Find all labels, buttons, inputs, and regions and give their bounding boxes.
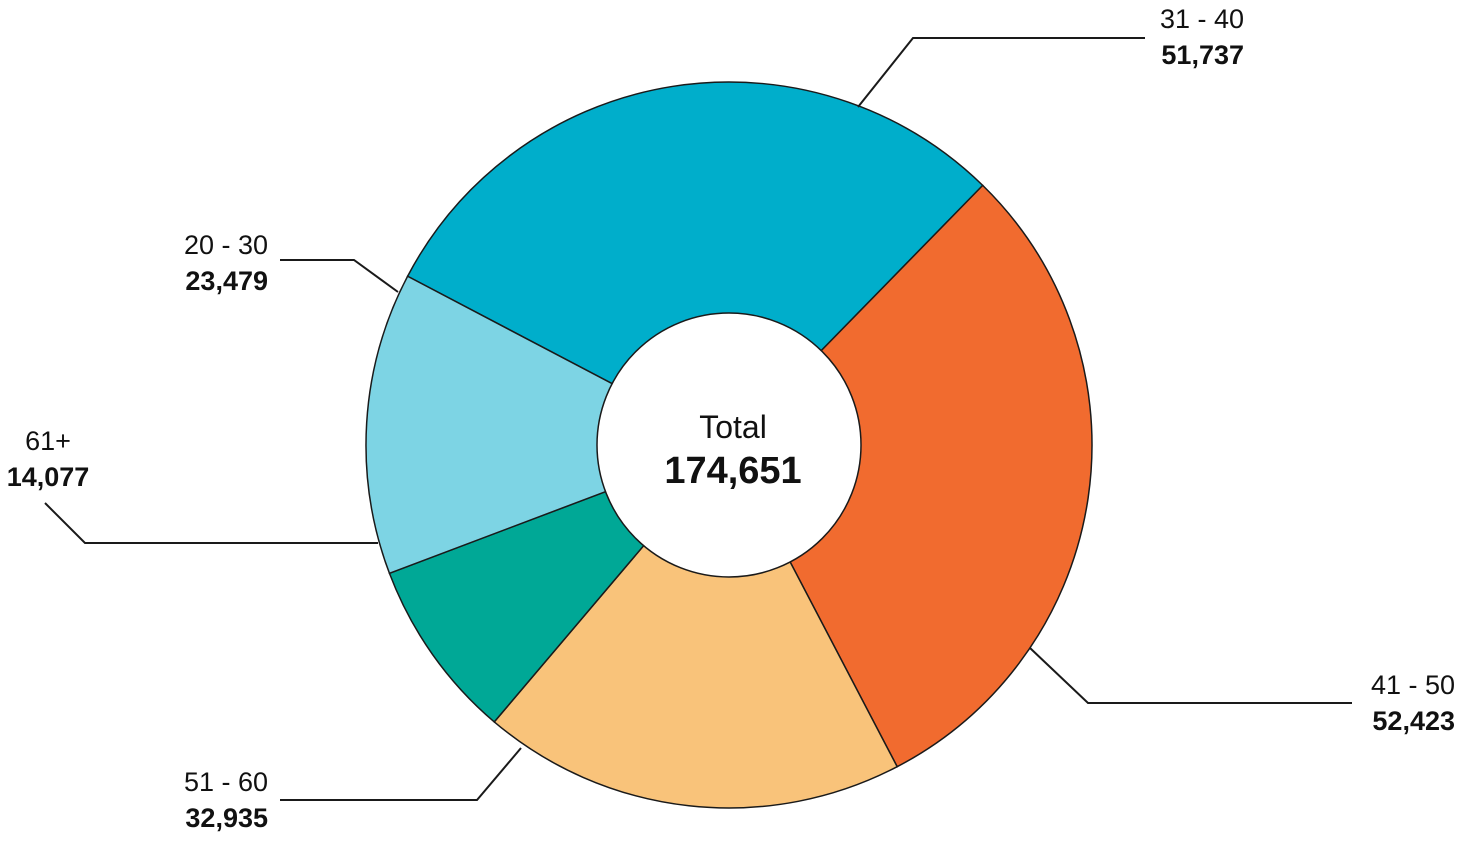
leader-line-20-30 <box>280 259 399 293</box>
slices <box>365 81 1093 809</box>
label-category-20-30: 20 - 30 <box>184 230 268 260</box>
leader-line-61plus <box>44 502 378 544</box>
label-category-31-40: 31 - 40 <box>1160 4 1244 34</box>
slice-41-50 <box>728 184 1093 768</box>
donut-hole <box>596 312 862 578</box>
slice-31-40 <box>406 81 984 446</box>
leader-line-31-40 <box>857 37 1145 108</box>
label-value-20-30: 23,479 <box>185 266 268 296</box>
label-value-41-50: 52,423 <box>1372 706 1455 736</box>
label-value-31-40: 51,737 <box>1161 40 1244 70</box>
label-value-61plus: 14,077 <box>7 462 90 492</box>
label-category-51-60: 51 - 60 <box>184 767 268 797</box>
slice-20-30 <box>365 275 731 575</box>
leader-line-51-60 <box>280 747 522 801</box>
center-title: Total <box>699 409 767 445</box>
label-category-41-50: 41 - 50 <box>1371 670 1455 700</box>
leader-line-41-50 <box>1029 647 1352 704</box>
slice-51-60 <box>493 443 899 809</box>
center-total-value: 174,651 <box>664 450 801 492</box>
label-category-61plus: 61+ <box>25 426 71 456</box>
label-value-51-60: 32,935 <box>185 803 268 833</box>
